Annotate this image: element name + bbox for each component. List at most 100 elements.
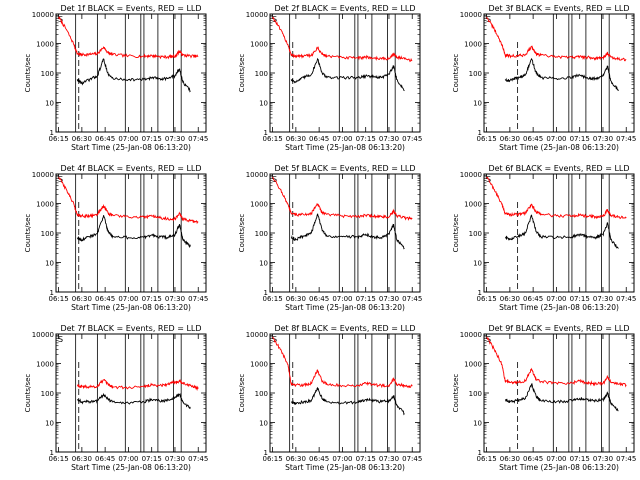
y-tick-label: 10 [45,420,54,428]
x-tick-label: 06:15 [262,295,282,303]
x-tick-label: 07:15 [356,295,376,303]
x-tick-label: 07:15 [142,455,162,463]
y-tick-label: 1 [478,449,482,457]
y-tick-label: 100 [255,230,268,238]
panel-title: Det 1f BLACK = Events, RED = LLD [60,4,201,13]
x-tick-label: 07:30 [593,455,613,463]
series-line-lld [77,379,199,392]
x-tick-label: 07:30 [165,295,185,303]
x-tick-label: 06:45 [309,135,329,143]
y-tick-label: 1000 [36,361,54,369]
y-tick-label: 1 [50,289,54,297]
y-tick-label: 10000 [246,11,268,19]
x-tick-label: 07:00 [118,455,138,463]
y-tick-label: 100 [255,70,268,78]
y-tick-label: 100 [41,390,54,398]
panel-title: Det 4f BLACK = Events, RED = LLD [60,164,201,173]
x-tick-label: 06:15 [48,455,68,463]
y-tick-label: 1 [50,449,54,457]
panel-title: Det 2f BLACK = Events, RED = LLD [274,4,415,13]
y-tick-label: 10 [45,260,54,268]
y-axis-label: Counts/sec [24,54,32,93]
y-axis-label: Counts/sec [238,374,246,413]
y-tick-label: 10000 [460,11,482,19]
y-tick-label: 1000 [36,201,54,209]
series-line-events [504,214,619,249]
x-axis-label: Start Time (25-Jan-08 06:13:20) [71,463,191,472]
y-tick-label: 100 [41,70,54,78]
y-tick-label: 1 [264,289,268,297]
x-tick-label: 07:00 [332,295,352,303]
y-tick-label: 10000 [246,171,268,179]
y-tick-label: 1000 [464,41,482,49]
y-tick-label: 1000 [464,201,482,209]
series-line-lld [486,16,627,62]
series-line-events [76,58,191,93]
x-tick-label: 06:30 [72,455,92,463]
x-tick-label: 06:15 [48,295,68,303]
panel-det-8: Det 8f BLACK = Events, RED = LLDS1101001… [238,324,422,472]
y-axis-label: Counts/sec [238,214,246,253]
y-tick-label: 10000 [32,171,54,179]
x-axis-label: Start Time (25-Jan-08 06:13:20) [285,463,405,472]
panel-det-4: Det 4f BLACK = Events, RED = LLDS1101001… [24,164,208,312]
x-tick-label: 07:00 [118,135,138,143]
x-axis-label: Start Time (25-Jan-08 06:13:20) [71,143,191,152]
y-axis-label: Counts/sec [24,374,32,413]
panel-title: Det 7f BLACK = Events, RED = LLD [60,324,201,333]
y-tick-label: 10 [473,420,482,428]
x-tick-label: 06:30 [286,455,306,463]
y-tick-label: 1 [264,449,268,457]
x-tick-label: 07:00 [546,295,566,303]
y-tick-label: 1 [50,129,54,137]
x-tick-label: 07:00 [332,135,352,143]
x-tick-label: 06:30 [72,295,92,303]
y-tick-label: 10000 [246,331,268,339]
x-tick-label: 06:30 [286,295,306,303]
y-tick-label: 10 [473,260,482,268]
x-tick-label: 07:45 [402,295,422,303]
series-line-lld [58,16,199,60]
y-tick-label: 1000 [250,41,268,49]
x-tick-label: 06:15 [262,135,282,143]
panel-title: Det 5f BLACK = Events, RED = LLD [274,164,415,173]
x-tick-label: 06:30 [500,135,520,143]
x-tick-label: 07:15 [142,295,162,303]
x-tick-label: 06:45 [309,455,329,463]
x-tick-label: 07:15 [570,455,590,463]
series-line-events [504,57,619,92]
y-tick-label: 1000 [250,361,268,369]
corner-label: S [58,335,63,344]
y-tick-label: 10 [259,260,268,268]
x-tick-label: 07:15 [570,295,590,303]
y-tick-label: 10000 [32,331,54,339]
x-tick-label: 06:45 [523,455,543,463]
y-tick-label: 100 [469,70,482,78]
panel-det-1: Det 1f BLACK = Events, RED = LLDS1101001… [24,4,208,152]
y-axis-label: Counts/sec [452,54,460,93]
x-tick-label: 07:45 [402,455,422,463]
x-tick-label: 06:15 [48,135,68,143]
panel-det-2: Det 2f BLACK = Events, RED = LLD S 1 10 100 1… [238,4,422,152]
x-tick-label: 07:30 [593,135,613,143]
y-tick-label: 10 [259,420,268,428]
y-tick-label: 1000 [250,201,268,209]
corner-label: S [272,175,277,184]
y-tick-label: 100 [469,230,482,238]
y-tick-label: 1 [478,289,482,297]
x-axis-label: Start Time (25-Jan-08 06:13:20) [285,303,405,312]
x-axis-label: Start Time (25-Jan-08 06:13:20) [71,303,191,312]
panel-det-7: Det 7f BLACK = Events, RED = LLD S 1 10 100 1… [24,324,208,472]
panel-det-3: Det 3f BLACK = Events, RED = LLDS1101001… [452,4,636,152]
y-tick-label: 1000 [464,361,482,369]
x-tick-label: 06:15 [476,455,496,463]
y-tick-label: 1 [478,129,482,137]
x-tick-label: 07:45 [616,135,636,143]
x-tick-label: 06:45 [95,455,115,463]
y-tick-label: 1 [264,129,268,137]
x-tick-label: 07:00 [118,295,138,303]
series-line-lld [486,336,627,388]
series-line-lld [272,176,413,221]
series-line-events [291,386,405,416]
